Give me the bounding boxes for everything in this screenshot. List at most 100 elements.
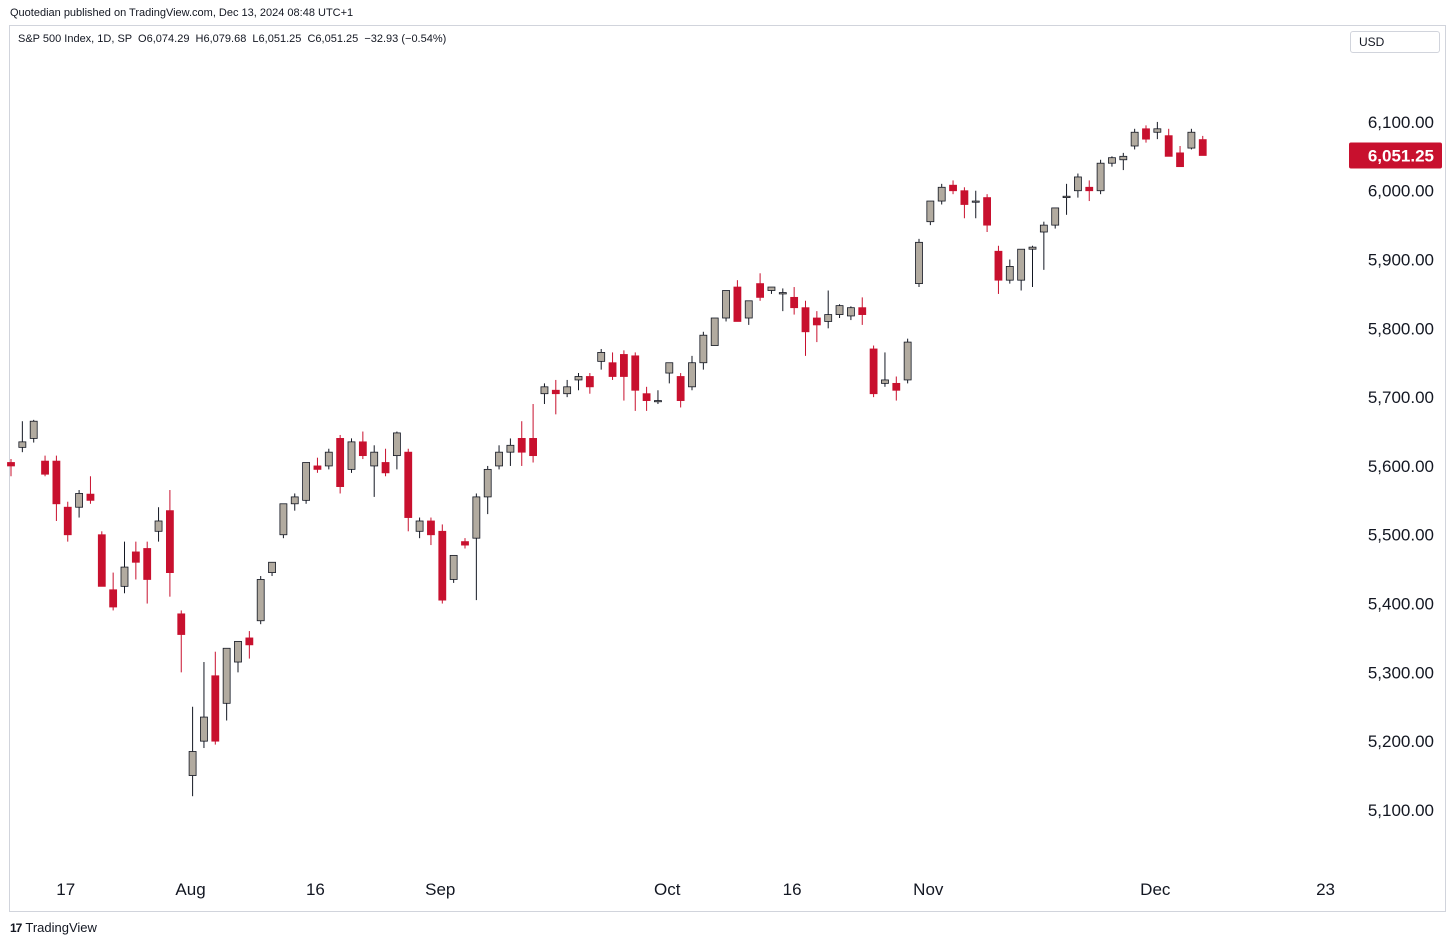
candle[interactable] xyxy=(154,507,163,542)
candle[interactable] xyxy=(1074,173,1082,198)
candle[interactable] xyxy=(131,541,140,580)
candle[interactable] xyxy=(1176,146,1184,168)
candle[interactable] xyxy=(97,531,106,587)
candle[interactable] xyxy=(847,306,855,321)
candle[interactable] xyxy=(960,187,969,219)
candle[interactable] xyxy=(495,445,503,470)
candle[interactable] xyxy=(302,462,311,504)
candle[interactable] xyxy=(1028,245,1037,288)
candle[interactable] xyxy=(1130,128,1139,150)
candle[interactable] xyxy=(449,554,458,583)
candle[interactable] xyxy=(211,651,220,745)
candle[interactable] xyxy=(983,194,991,233)
candle[interactable] xyxy=(234,640,242,673)
candle[interactable] xyxy=(370,445,379,497)
candle[interactable] xyxy=(1096,159,1105,195)
candle[interactable] xyxy=(245,631,254,659)
candle[interactable] xyxy=(676,373,685,408)
candle[interactable] xyxy=(290,493,299,511)
candle[interactable] xyxy=(1108,156,1116,167)
candle[interactable] xyxy=(358,431,367,460)
candle[interactable] xyxy=(722,290,730,322)
candle[interactable] xyxy=(268,561,276,577)
candle[interactable] xyxy=(506,438,515,466)
candle[interactable] xyxy=(1164,128,1173,157)
candle[interactable] xyxy=(200,662,208,749)
candle[interactable] xyxy=(778,288,787,312)
candle[interactable] xyxy=(1085,180,1094,202)
candle[interactable] xyxy=(63,501,72,542)
candle[interactable] xyxy=(347,438,356,473)
candle[interactable] xyxy=(188,706,197,797)
candle[interactable] xyxy=(812,311,821,343)
candle[interactable] xyxy=(597,348,606,370)
candle[interactable] xyxy=(279,503,288,539)
candle[interactable] xyxy=(1062,183,1071,215)
candle[interactable] xyxy=(52,455,61,521)
candle[interactable] xyxy=(222,647,231,721)
candle[interactable] xyxy=(574,373,583,391)
candle[interactable] xyxy=(835,304,844,319)
candle[interactable] xyxy=(1039,221,1048,270)
candle[interactable] xyxy=(1051,207,1060,229)
candle[interactable] xyxy=(937,183,946,205)
candle[interactable] xyxy=(1017,248,1026,291)
candle[interactable] xyxy=(801,300,810,356)
candle[interactable] xyxy=(177,610,186,673)
candle[interactable] xyxy=(392,431,401,470)
candle[interactable] xyxy=(733,280,742,322)
candle[interactable] xyxy=(381,448,390,477)
candle[interactable] xyxy=(143,541,152,604)
candle[interactable] xyxy=(744,300,753,325)
candle[interactable] xyxy=(1187,128,1196,150)
candle[interactable] xyxy=(1153,121,1162,140)
candle[interactable] xyxy=(120,541,129,594)
candle[interactable] xyxy=(404,448,413,532)
candle[interactable] xyxy=(324,448,333,470)
candle[interactable] xyxy=(926,200,935,226)
candle[interactable] xyxy=(790,287,799,315)
candle[interactable] xyxy=(472,493,481,601)
candle[interactable] xyxy=(336,434,345,494)
candle[interactable] xyxy=(483,465,492,515)
candle[interactable] xyxy=(563,379,572,398)
candle[interactable] xyxy=(665,362,674,384)
candle[interactable] xyxy=(427,517,435,546)
candle[interactable] xyxy=(1005,259,1014,284)
candle[interactable] xyxy=(869,345,878,398)
candle[interactable] xyxy=(75,490,83,518)
candle[interactable] xyxy=(688,355,696,391)
candle[interactable] xyxy=(29,419,38,443)
candle[interactable] xyxy=(517,421,526,466)
candle[interactable] xyxy=(7,459,15,477)
candle[interactable] xyxy=(994,245,1003,294)
candle[interactable] xyxy=(540,383,549,405)
candle[interactable] xyxy=(551,379,560,415)
candle[interactable] xyxy=(858,297,867,325)
candle[interactable] xyxy=(109,572,118,611)
candle[interactable] xyxy=(881,352,889,387)
candle[interactable] xyxy=(654,390,662,405)
candle[interactable] xyxy=(767,286,776,294)
candle[interactable] xyxy=(710,317,719,346)
candle[interactable] xyxy=(313,457,322,473)
candle[interactable] xyxy=(256,576,265,625)
candle[interactable] xyxy=(529,404,537,463)
candle[interactable] xyxy=(971,190,980,219)
candle[interactable] xyxy=(461,538,469,549)
candle[interactable] xyxy=(824,290,833,329)
candle[interactable] xyxy=(608,352,617,380)
candle[interactable] xyxy=(18,421,27,453)
chart-frame[interactable] xyxy=(9,25,1446,912)
currency-select[interactable]: USD xyxy=(1350,31,1440,53)
candle[interactable] xyxy=(756,273,764,301)
candle[interactable] xyxy=(949,180,957,195)
tradingview-brand[interactable]: 17 TradingView xyxy=(10,920,97,935)
candle[interactable] xyxy=(165,490,174,597)
candle[interactable] xyxy=(1198,135,1207,156)
candle[interactable] xyxy=(415,517,424,539)
candle[interactable] xyxy=(915,238,923,288)
candle[interactable] xyxy=(1119,152,1128,171)
candle[interactable] xyxy=(620,350,628,401)
